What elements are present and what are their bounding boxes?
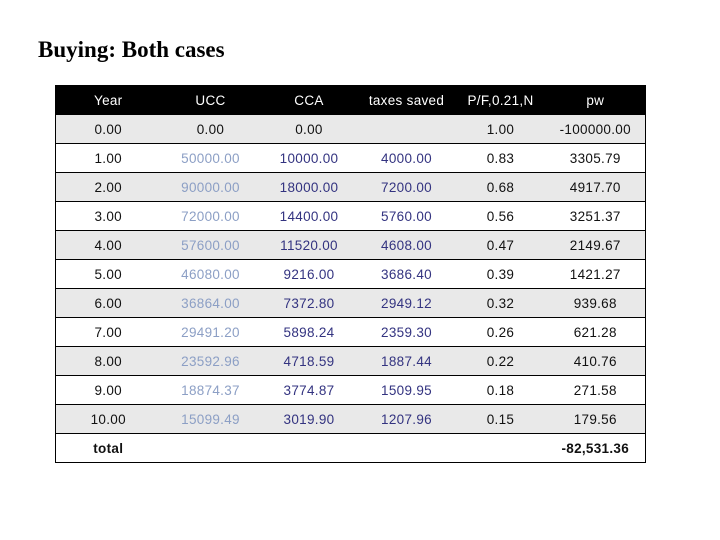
cell-taxes: 1509.95: [357, 375, 456, 405]
cell-pw: 4917.70: [545, 172, 646, 202]
cell-pf: 0.32: [455, 288, 546, 318]
cell-ucc: 18874.37: [160, 375, 261, 405]
cell-pw: 410.76: [545, 346, 646, 376]
cell-pw: 939.68: [545, 288, 646, 318]
column-header-cca: CCA: [260, 85, 358, 115]
column-header-year: Year: [55, 85, 161, 115]
column-header-ucc: UCC: [160, 85, 261, 115]
cell-pf: 0.15: [455, 404, 546, 434]
cell-cca: 5898.24: [260, 317, 358, 347]
table-row: 0.00 0.00 0.00 1.00 -100000.00: [55, 114, 646, 144]
cell-year: 4.00: [55, 230, 161, 260]
cell-pf: 0.47: [455, 230, 546, 260]
table-row: 2.00 90000.00 18000.00 7200.00 0.68 4917.70: [55, 172, 646, 202]
cell-cca: 11520.00: [260, 230, 358, 260]
column-header-pw: pw: [545, 85, 646, 115]
cell-cca: 3774.87: [260, 375, 358, 405]
cell-pf: 0.68: [455, 172, 546, 202]
table-row: 1.00 50000.00 10000.00 4000.00 0.83 3305.79: [55, 143, 646, 173]
cell-cca: 9216.00: [260, 259, 358, 289]
cell-year: 6.00: [55, 288, 161, 318]
cell-taxes: 2949.12: [357, 288, 456, 318]
table-row: 8.00 23592.96 4718.59 1887.44 0.22 410.76: [55, 346, 646, 376]
table-row: 9.00 18874.37 3774.87 1509.95 0.18 271.58: [55, 375, 646, 405]
cell-ucc: 90000.00: [160, 172, 261, 202]
cell-pf: [455, 433, 546, 463]
table-row: 6.00 36864.00 7372.80 2949.12 0.32 939.68: [55, 288, 646, 318]
table-row: 10.00 15099.49 3019.90 1207.96 0.15 179.56: [55, 404, 646, 434]
cell-year: 5.00: [55, 259, 161, 289]
total-label: total: [55, 433, 161, 463]
cell-ucc: 50000.00: [160, 143, 261, 173]
cell-taxes: 1887.44: [357, 346, 456, 376]
cell-ucc: 0.00: [160, 114, 261, 144]
cell-taxes: [357, 433, 456, 463]
cell-pf: 0.26: [455, 317, 546, 347]
cell-year: 8.00: [55, 346, 161, 376]
column-header-pf: P/F,0.21,N: [455, 85, 546, 115]
cell-ucc: 46080.00: [160, 259, 261, 289]
cell-cca: [260, 433, 358, 463]
table-row: 5.00 46080.00 9216.00 3686.40 0.39 1421.27: [55, 259, 646, 289]
table-row: 4.00 57600.00 11520.00 4608.00 0.47 2149.67: [55, 230, 646, 260]
cell-ucc: 36864.00: [160, 288, 261, 318]
cell-pf: 0.39: [455, 259, 546, 289]
cell-cca: 14400.00: [260, 201, 358, 231]
cell-year: 10.00: [55, 404, 161, 434]
depreciation-table: Year UCC CCA taxes saved P/F,0.21,N pw 0.00 0.…: [55, 85, 646, 463]
cell-cca: 10000.00: [260, 143, 358, 173]
cell-pw: 1421.27: [545, 259, 646, 289]
table-body: 0.00 0.00 0.00 1.00 -100000.00 1.00 50000.00 10…: [55, 114, 646, 463]
cell-taxes: 5760.00: [357, 201, 456, 231]
total-pw-value: -82,531.36: [545, 433, 646, 463]
cell-ucc: 57600.00: [160, 230, 261, 260]
cell-pf: 0.56: [455, 201, 546, 231]
cell-pf: 0.18: [455, 375, 546, 405]
cell-cca: 0.00: [260, 114, 358, 144]
cell-taxes: [357, 114, 456, 144]
cell-year: 1.00: [55, 143, 161, 173]
table-header: Year UCC CCA taxes saved P/F,0.21,N pw: [55, 85, 646, 115]
cell-taxes: 4608.00: [357, 230, 456, 260]
cell-taxes: 7200.00: [357, 172, 456, 202]
table-row: 3.00 72000.00 14400.00 5760.00 0.56 3251.37: [55, 201, 646, 231]
cell-taxes: 2359.30: [357, 317, 456, 347]
cell-ucc: [160, 433, 261, 463]
cell-ucc: 15099.49: [160, 404, 261, 434]
cell-pw: 621.28: [545, 317, 646, 347]
page-title: Buying: Both cases: [38, 37, 225, 63]
cell-cca: 4718.59: [260, 346, 358, 376]
cell-year: 9.00: [55, 375, 161, 405]
cell-pw: 3305.79: [545, 143, 646, 173]
cell-year: 3.00: [55, 201, 161, 231]
cell-cca: 18000.00: [260, 172, 358, 202]
cell-pw: 271.58: [545, 375, 646, 405]
cell-pf: 0.83: [455, 143, 546, 173]
cell-year: 7.00: [55, 317, 161, 347]
cell-year: 2.00: [55, 172, 161, 202]
cell-taxes: 1207.96: [357, 404, 456, 434]
cell-ucc: 29491.20: [160, 317, 261, 347]
cell-taxes: 3686.40: [357, 259, 456, 289]
cell-ucc: 72000.00: [160, 201, 261, 231]
column-header-taxes: taxes saved: [357, 85, 456, 115]
cell-pf: 1.00: [455, 114, 546, 144]
table-header-row: Year UCC CCA taxes saved P/F,0.21,N pw: [55, 85, 646, 115]
cell-cca: 3019.90: [260, 404, 358, 434]
cell-year: 0.00: [55, 114, 161, 144]
cell-ucc: 23592.96: [160, 346, 261, 376]
cell-pw: 3251.37: [545, 201, 646, 231]
cell-pf: 0.22: [455, 346, 546, 376]
cell-cca: 7372.80: [260, 288, 358, 318]
cell-pw: -100000.00: [545, 114, 646, 144]
table-row: 7.00 29491.20 5898.24 2359.30 0.26 621.28: [55, 317, 646, 347]
cell-pw: 2149.67: [545, 230, 646, 260]
table-total-row: total -82,531.36: [55, 433, 646, 463]
cell-taxes: 4000.00: [357, 143, 456, 173]
cell-pw: 179.56: [545, 404, 646, 434]
